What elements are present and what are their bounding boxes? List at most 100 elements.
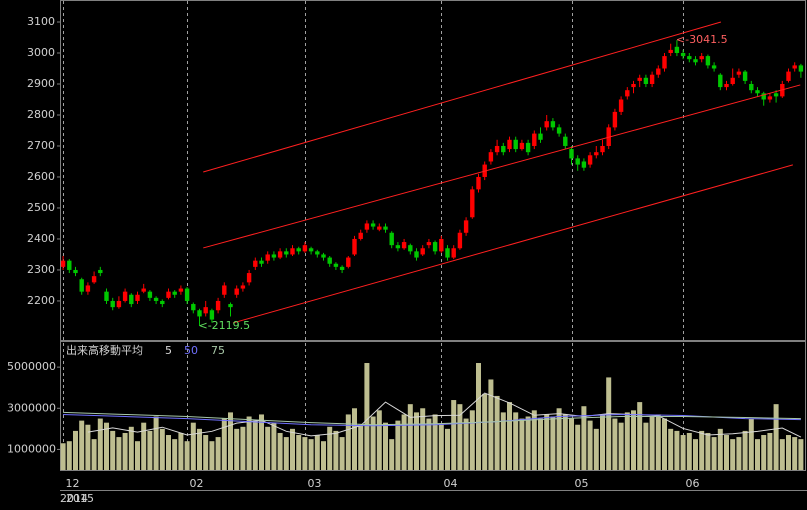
volume-bar <box>631 410 636 470</box>
volume-bar <box>438 424 444 470</box>
candle-body <box>662 56 667 69</box>
y-tick-label: 5000000 <box>7 360 56 373</box>
candle-body <box>705 56 711 66</box>
candle-body <box>668 49 673 53</box>
candle-body <box>594 152 599 156</box>
candle-body <box>476 176 481 190</box>
volume-bar <box>668 428 674 470</box>
candle-body <box>383 226 388 230</box>
volume-bar <box>370 416 376 470</box>
volume-bar <box>327 426 333 470</box>
candle-body <box>643 77 649 84</box>
candle-body <box>215 300 221 311</box>
volume-bar <box>283 437 289 470</box>
volume-bar <box>525 416 531 470</box>
volume-bar <box>104 422 109 470</box>
candle-body <box>104 291 109 301</box>
volume-bar <box>321 441 326 470</box>
candle-body <box>184 288 190 301</box>
volume-bar <box>711 437 717 470</box>
volume-bar <box>457 404 463 470</box>
volume-bar <box>252 420 258 470</box>
candle-body <box>470 189 475 218</box>
volume-bar <box>637 402 643 470</box>
volume-bar <box>792 437 798 470</box>
volume-bar <box>544 414 550 470</box>
candle-body <box>625 90 630 97</box>
trend-line <box>232 164 793 324</box>
volume-bar <box>240 426 246 470</box>
volume-bar <box>383 422 388 470</box>
volume-bar <box>85 424 91 470</box>
candle-body <box>364 223 370 230</box>
volume-bar <box>699 430 705 470</box>
candle-body <box>532 133 537 146</box>
volume-bar <box>500 412 506 470</box>
volume-bar <box>798 439 804 470</box>
x-tick-label: 02 <box>190 477 204 490</box>
candle-body <box>798 65 804 72</box>
candle-body <box>178 288 184 292</box>
volume-bar <box>333 430 339 470</box>
volume-bar <box>612 418 618 470</box>
volume-bar <box>618 422 624 470</box>
candle-body <box>284 251 289 255</box>
volume-bar <box>513 412 519 470</box>
volume-bar <box>432 414 438 470</box>
trend-line <box>203 84 801 249</box>
volume-bar <box>643 422 649 470</box>
volume-bar <box>649 416 655 470</box>
candle-body <box>147 291 153 298</box>
candle-body <box>569 149 574 159</box>
volume-bar <box>426 418 432 470</box>
volume-bar <box>519 418 525 470</box>
volume-bar <box>265 426 271 470</box>
volume-bar <box>779 439 785 470</box>
candle-body <box>631 83 636 88</box>
y-tick-label: 1000000 <box>7 442 56 455</box>
candle-body <box>575 158 580 165</box>
volume-bar <box>166 435 171 470</box>
volume-bar <box>693 439 698 470</box>
candle-body <box>494 145 500 153</box>
volume-bar <box>786 435 791 470</box>
candle-body <box>85 285 91 292</box>
y-tick-label: 2400 <box>27 232 55 245</box>
candle-body <box>513 139 518 150</box>
candle-body <box>172 291 177 295</box>
candle-body <box>73 269 78 274</box>
volume-bar <box>277 432 283 470</box>
candle-body <box>110 300 115 308</box>
candle-body <box>135 294 140 301</box>
candle-body <box>414 251 419 258</box>
volume-bar <box>680 435 686 470</box>
candle-body <box>711 65 717 69</box>
candle-body <box>724 83 729 88</box>
candle-body <box>587 155 593 165</box>
candle-body <box>693 59 698 63</box>
volume-frame <box>60 341 806 471</box>
candle-body <box>767 96 773 100</box>
x-tick-label: 03 <box>308 477 322 490</box>
y-tick-label: 3000 <box>27 46 55 59</box>
candle-body <box>408 245 413 252</box>
volume-bar <box>761 435 767 470</box>
candle-body <box>302 245 308 252</box>
volume-bar <box>767 432 773 470</box>
volume-bar <box>655 414 661 470</box>
volume-bar <box>153 416 159 470</box>
year-label: 2014 <box>60 492 88 505</box>
volume-bar <box>730 439 736 470</box>
candle-body <box>445 248 450 258</box>
volume-bar <box>79 420 85 470</box>
volume-bar <box>352 408 357 470</box>
volume-bar <box>395 420 401 470</box>
candle-body <box>253 260 258 267</box>
volume-bar <box>748 418 754 470</box>
candle-body <box>129 294 134 305</box>
candle-body <box>544 121 549 128</box>
price-frame <box>60 0 806 341</box>
volume-bar <box>314 435 320 470</box>
candle-body <box>401 242 407 249</box>
